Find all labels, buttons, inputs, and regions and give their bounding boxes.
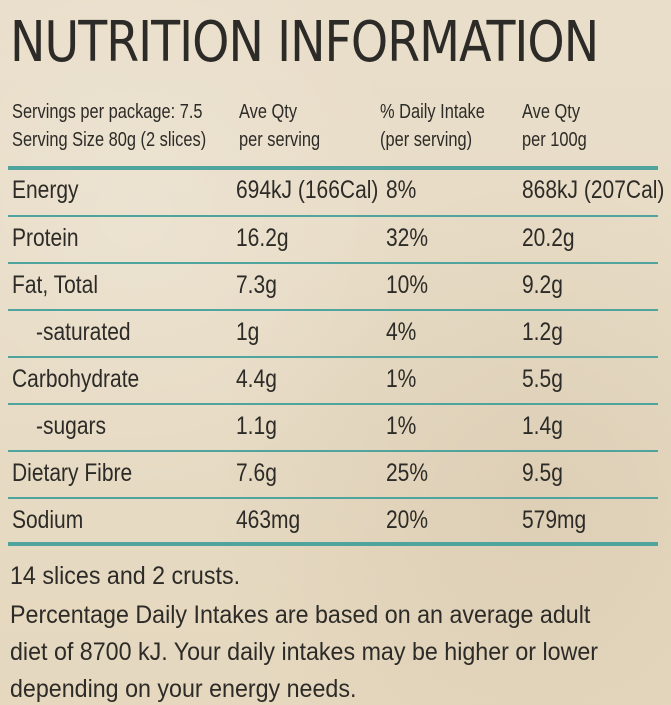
slices-note: 14 slices and 2 crusts. bbox=[10, 562, 241, 590]
daily-intake-disclaimer: Percentage Daily Intakes are based on an… bbox=[10, 601, 599, 703]
nutrient-name: Fat, Total bbox=[12, 271, 98, 299]
daily-intake-value: 8% bbox=[386, 176, 417, 204]
row-divider bbox=[8, 356, 658, 358]
daily-intake-value: 25% bbox=[386, 459, 429, 487]
row-divider bbox=[8, 403, 658, 405]
header-ave-qty-per-100g: Ave Qty per 100g bbox=[522, 98, 670, 154]
header-col3-line2: (per serving) bbox=[380, 129, 473, 151]
per-100g-value: 9.2g bbox=[522, 271, 563, 299]
table-row: Carbohydrate 4.4g 1% 5.5g bbox=[0, 359, 671, 405]
serving-size: Serving Size 80g (2 slices) bbox=[12, 129, 207, 151]
table-row: Protein 16.2g 32% 20.2g bbox=[0, 218, 671, 264]
header-col2-line2: per serving bbox=[239, 129, 321, 151]
nutrient-name: Carbohydrate bbox=[12, 365, 140, 393]
per-serving-value: 4.4g bbox=[236, 365, 277, 393]
row-divider bbox=[8, 262, 658, 264]
row-divider bbox=[8, 309, 658, 311]
per-100g-value: 1.4g bbox=[522, 412, 563, 440]
table-rule-bottom bbox=[8, 542, 658, 546]
table-row: Energy 694kJ (166Cal) 8% 868kJ (207Cal) bbox=[0, 170, 671, 216]
per-serving-value: 1.1g bbox=[236, 412, 277, 440]
per-100g-value: 868kJ (207Cal) bbox=[522, 176, 665, 204]
table-rule-top bbox=[8, 166, 658, 170]
nutrient-name: -sugars bbox=[36, 412, 107, 440]
per-100g-value: 20.2g bbox=[522, 224, 575, 252]
per-serving-value: 1g bbox=[236, 318, 260, 346]
header-ave-qty-per-serving: Ave Qty per serving bbox=[239, 98, 370, 154]
header-col4-line2: per 100g bbox=[522, 129, 587, 151]
table-row: Dietary Fibre 7.6g 25% 9.5g bbox=[0, 453, 671, 499]
header-col4-line1: Ave Qty bbox=[522, 101, 581, 123]
per-100g-value: 9.5g bbox=[522, 459, 563, 487]
per-100g-value: 1.2g bbox=[522, 318, 563, 346]
header-col3-line1: % Daily Intake bbox=[380, 101, 485, 123]
servings-per-package: Servings per package: 7.5 bbox=[12, 101, 203, 123]
daily-intake-value: 20% bbox=[386, 506, 429, 534]
daily-intake-value: 1% bbox=[386, 412, 417, 440]
page-title: NUTRITION INFORMATION bbox=[10, 10, 599, 75]
nutrient-name: Energy bbox=[12, 176, 79, 204]
per-100g-value: 579mg bbox=[522, 506, 587, 534]
nutrient-name: Protein bbox=[12, 224, 79, 252]
table-row: Fat, Total 7.3g 10% 9.2g bbox=[0, 265, 671, 311]
per-serving-value: 694kJ (166Cal) bbox=[236, 176, 379, 204]
daily-intake-value: 10% bbox=[386, 271, 429, 299]
row-divider bbox=[8, 497, 658, 499]
table-row: -saturated 1g 4% 1.2g bbox=[0, 312, 671, 358]
per-serving-value: 463mg bbox=[236, 506, 301, 534]
daily-intake-value: 1% bbox=[386, 365, 417, 393]
per-serving-value: 16.2g bbox=[236, 224, 289, 252]
table-row: -sugars 1.1g 1% 1.4g bbox=[0, 406, 671, 452]
per-serving-value: 7.3g bbox=[236, 271, 277, 299]
table-row: Sodium 463mg 20% 579mg bbox=[0, 500, 671, 546]
daily-intake-value: 4% bbox=[386, 318, 417, 346]
header-daily-intake: % Daily Intake (per serving) bbox=[380, 98, 528, 154]
header-col2-line1: Ave Qty bbox=[239, 101, 298, 123]
row-divider bbox=[8, 450, 658, 452]
nutrient-name: Sodium bbox=[12, 506, 84, 534]
nutrient-name: -saturated bbox=[36, 318, 131, 346]
daily-intake-value: 32% bbox=[386, 224, 429, 252]
per-serving-value: 7.6g bbox=[236, 459, 277, 487]
nutrient-name: Dietary Fibre bbox=[12, 459, 133, 487]
row-divider bbox=[8, 215, 658, 217]
per-100g-value: 5.5g bbox=[522, 365, 563, 393]
header-servings: Servings per package: 7.5 Serving Size 8… bbox=[12, 98, 242, 154]
